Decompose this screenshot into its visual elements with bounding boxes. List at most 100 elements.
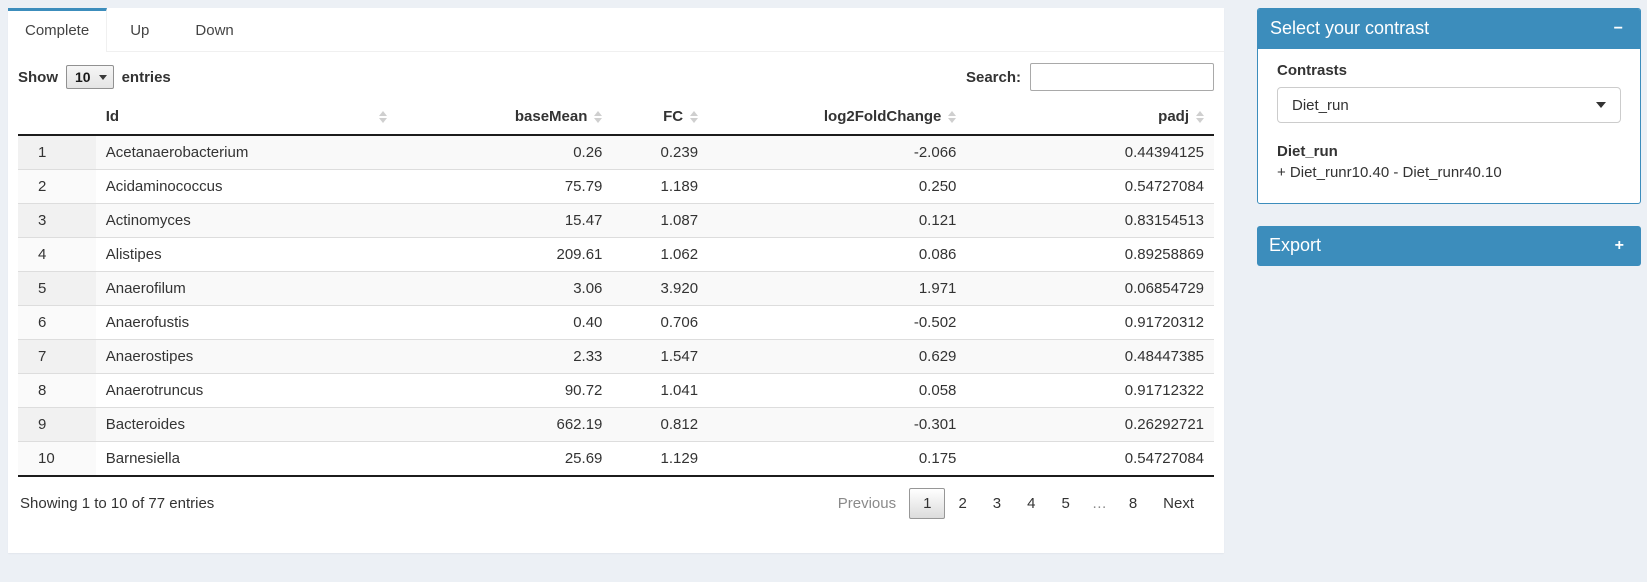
cell-id: Bacteroides [95,407,398,442]
pagination-page-1[interactable]: 1 [909,488,946,519]
contrast-panel-header[interactable]: Select your contrast − [1258,9,1640,49]
contrast-select[interactable]: Diet_run [1277,87,1621,123]
contrast-panel: Select your contrast − Contrasts Diet_ru… [1257,8,1641,204]
row-index: 7 [18,339,96,374]
table-row[interactable]: 1 Acetanaerobacterium 0.26 0.239 -2.066 … [18,135,1214,170]
cell-basemean: 90.72 [397,373,613,408]
column-header-index [18,100,96,136]
contrast-panel-body: Contrasts Diet_run Diet_run + Diet_runr1… [1258,49,1640,203]
cell-padj: 0.54727084 [966,169,1214,204]
column-label: log2FoldChange [823,108,942,125]
cell-id: Actinomyces [95,203,398,238]
cell-padj: 0.91712322 [966,373,1214,408]
search-control: Search: [966,63,1214,91]
cell-basemean: 2.33 [397,339,613,374]
cell-basemean: 25.69 [397,441,613,476]
cell-padj: 0.26292721 [966,407,1214,442]
pagination-page-8[interactable]: 8 [1128,495,1138,512]
column-header-padj[interactable]: padj [966,100,1214,136]
table-row[interactable]: 5 Anaerofilum 3.06 3.920 1.971 0.0685472… [18,271,1214,306]
cell-basemean: 209.61 [397,237,613,272]
tab-content-complete: Show 10 entries Search: [8,52,1224,553]
cell-log2foldchange: 0.250 [708,169,967,204]
cell-fc: 0.812 [612,407,709,442]
cell-id: Anaerofilum [95,271,398,306]
pagination: Previous 1 2 3 4 5 … 8 Next [825,488,1207,519]
pagination-previous[interactable]: Previous [837,495,897,512]
table-row[interactable]: 6 Anaerofustis 0.40 0.706 -0.502 0.91720… [18,305,1214,340]
page-length-select[interactable]: 10 [66,65,114,89]
sort-icon [379,110,388,123]
show-label: Show [18,68,58,86]
cell-log2foldchange: 0.121 [708,203,967,238]
cell-id: Anaerofustis [95,305,398,340]
results-tabbox: Complete Up Down Show 10 entries Search: [8,8,1224,553]
cell-id: Acidaminococcus [95,169,398,204]
cell-padj: 0.44394125 [1124,144,1204,161]
tab-up[interactable]: Up [130,22,150,39]
table-body: 1 Acetanaerobacterium 0.26 0.239 -2.066 … [18,135,1214,476]
table-row[interactable]: 9 Bacteroides 662.19 0.812 -0.301 0.2629… [18,407,1214,442]
column-header-log2foldchange[interactable]: log2FoldChange [708,100,967,136]
cell-fc: 0.706 [612,305,709,340]
contrast-name: Diet_run [1277,143,1338,160]
column-label: Id [105,108,120,125]
pagination-page-5[interactable]: 5 [1061,495,1070,512]
cell-padj: 0.83154513 [966,203,1214,238]
table-row[interactable]: 7 Anaerostipes 2.33 1.547 0.629 0.484473… [18,339,1214,374]
collapse-minus-icon[interactable]: − [1609,19,1628,39]
sort-icon [1196,110,1204,123]
pagination-page-3[interactable]: 3 [992,495,1002,512]
table-row[interactable]: 4 Alistipes 209.61 1.062 0.086 0.8925886… [18,237,1214,272]
row-index: 8 [18,373,96,408]
expand-plus-icon[interactable]: + [1610,236,1629,256]
page-length-control: Show 10 entries [18,65,171,89]
table-row[interactable]: 3 Actinomyces 15.47 1.087 0.121 0.831545… [18,203,1214,238]
cell-id: Anaerostipes [95,339,398,374]
chevron-down-icon [1596,102,1606,108]
cell-basemean: 75.79 [397,169,613,204]
cell-fc: 0.239 [660,144,699,161]
chevron-down-icon [98,74,107,80]
search-input[interactable] [1030,63,1214,91]
cell-basemean: 15.47 [397,203,613,238]
cell-log2foldchange: -0.502 [708,305,967,340]
cell-basemean: 3.06 [397,271,613,306]
row-index: 2 [18,169,96,204]
pagination-next[interactable]: Next [1163,495,1194,512]
cell-fc: 1.062 [612,237,709,272]
cell-padj: 0.89258869 [966,237,1214,272]
tab-down[interactable]: Down [195,22,234,39]
cell-fc: 3.920 [612,271,709,306]
column-label: baseMean [514,108,588,125]
table-footer: Showing 1 to 10 of 77 entries Previous 1 2… [18,477,1214,519]
table-row[interactable]: 8 Anaerotruncus 90.72 1.041 0.058 0.9171… [18,373,1214,408]
cell-fc: 1.547 [612,339,709,374]
export-panel-header[interactable]: Export + [1257,226,1641,266]
sort-icon [948,110,957,123]
table-row[interactable]: 10 Barnesiella 25.69 1.129 0.175 0.54727… [18,441,1214,476]
pagination-page-2[interactable]: 2 [958,495,967,512]
cell-fc: 1.087 [612,203,709,238]
table-controls: Show 10 entries Search: [18,63,1214,91]
pagination-page-4[interactable]: 4 [1027,495,1036,512]
tab-complete[interactable]: Complete [8,8,108,52]
column-label: FC [663,108,684,125]
table-row[interactable]: 2 Acidaminococcus 75.79 1.189 0.250 0.54… [18,169,1214,204]
contrast-panel-title: Select your contrast [1270,18,1430,38]
column-header-basemean[interactable]: baseMean [397,100,613,136]
cell-fc: 1.189 [612,169,709,204]
row-index: 6 [18,305,96,340]
column-header-id[interactable]: Id [95,100,398,136]
cell-log2foldchange: 0.086 [708,237,967,272]
contrast-formula: + Diet_runr10.40 - Diet_runr40.10 [1277,164,1502,181]
column-header-fc[interactable]: FC [612,100,709,136]
contrasts-label: Contrasts [1277,62,1348,79]
row-index: 10 [18,441,96,476]
cell-log2foldchange: 1.971 [708,271,967,306]
contrast-detail: Diet_run + Diet_runr10.40 - Diet_runr40.… [1277,141,1621,183]
row-index: 4 [18,237,96,272]
cell-log2foldchange: 0.629 [708,339,967,374]
cell-id: Acetanaerobacterium [105,144,249,161]
